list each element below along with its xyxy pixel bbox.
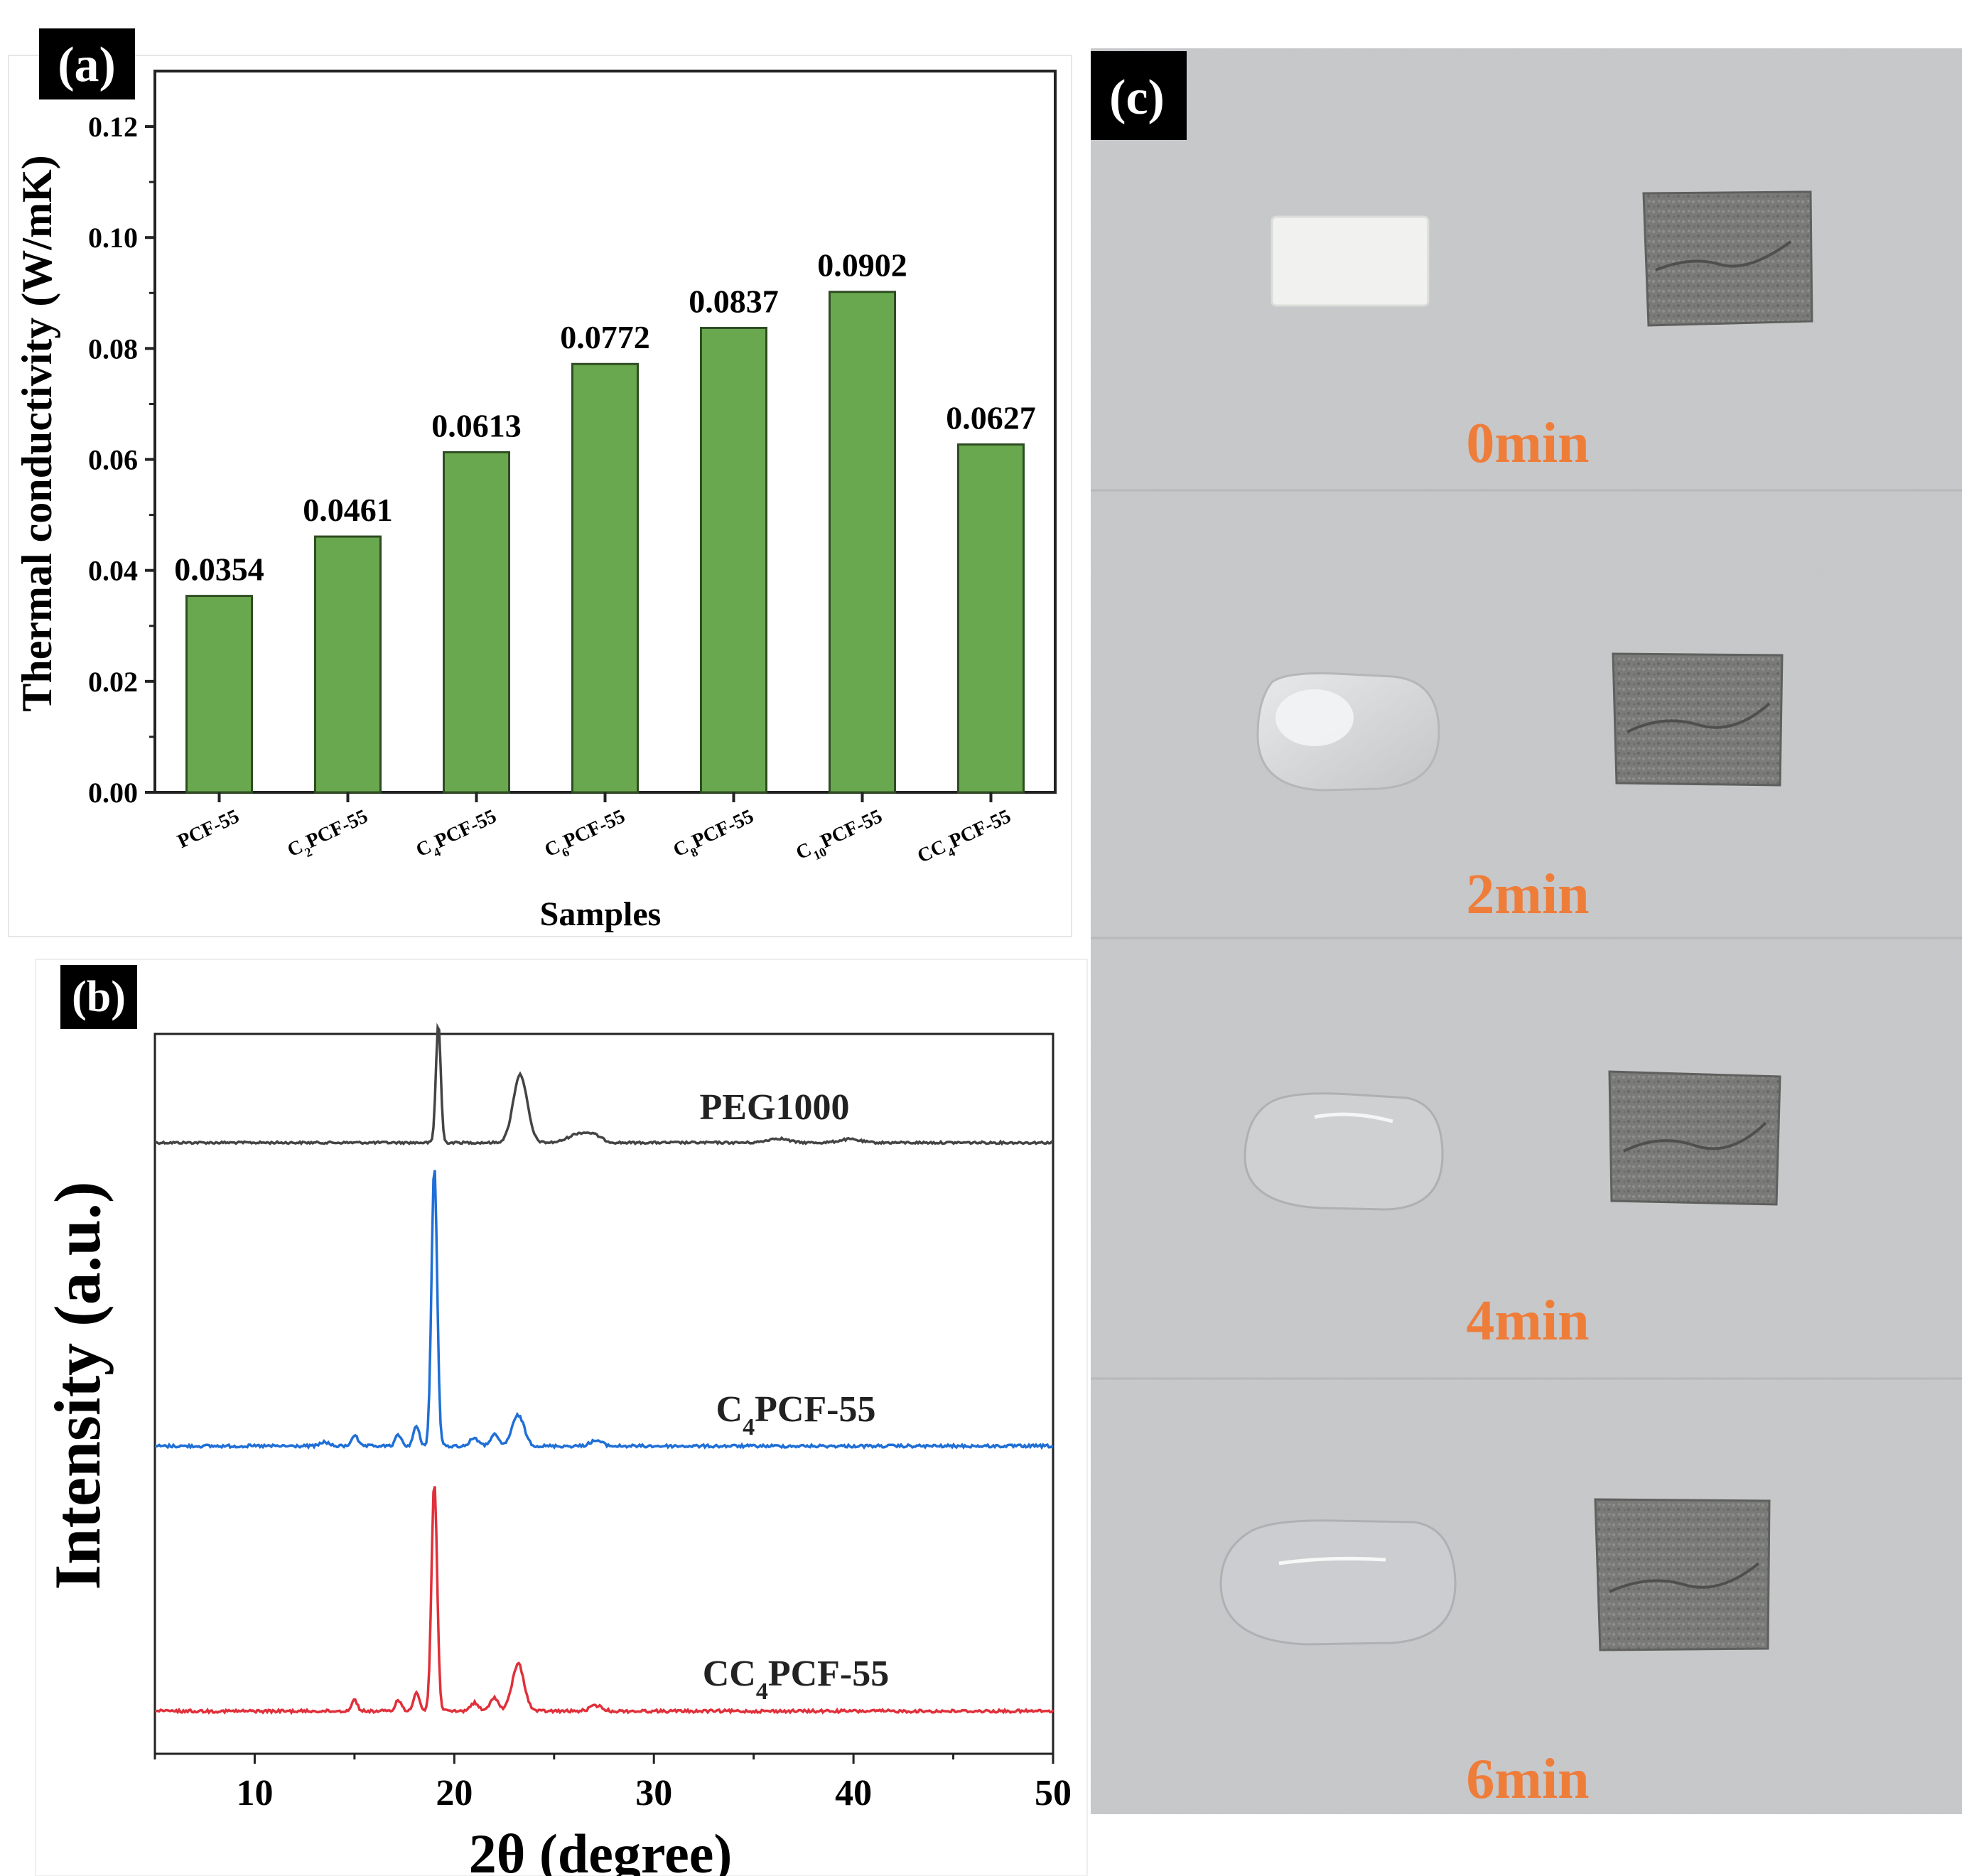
composite-crease-4min bbox=[1623, 1121, 1767, 1153]
xrd-series-line bbox=[154, 1486, 1054, 1715]
composite-sample-0min bbox=[1642, 190, 1813, 327]
panel-a-label-box bbox=[39, 28, 135, 99]
pcm-reflection-6min bbox=[1278, 1556, 1386, 1565]
x-tick-label: 20 bbox=[436, 1773, 473, 1813]
panel-b-label: (b) bbox=[72, 973, 126, 1021]
series-label: CC4PCF-55 bbox=[703, 1654, 890, 1705]
bar bbox=[700, 326, 767, 794]
panel-b-series-labels: PEG1000 C4PCF-55 CC4PCF-55 bbox=[700, 1087, 890, 1705]
composite-sample-2min bbox=[1612, 652, 1784, 787]
y-tick-label: 0.00 bbox=[88, 777, 138, 809]
composite-crease-6min bbox=[1609, 1562, 1760, 1593]
panel-b-label-box bbox=[60, 965, 137, 1029]
panel-a-y-ticks: 0.00 0.02 0.04 0.06 0.08 0.10 0.12 bbox=[88, 111, 155, 809]
x-tick-label: 30 bbox=[635, 1773, 672, 1813]
solid-pcm-sample-0min bbox=[1271, 215, 1430, 307]
y-tick-label: 0.04 bbox=[88, 555, 138, 587]
composite-sample-4min bbox=[1608, 1070, 1781, 1206]
y-tick-label: 0.10 bbox=[88, 222, 138, 254]
panel-a-label: (a) bbox=[58, 38, 116, 92]
bar-data-label: 0.0902 bbox=[817, 247, 907, 284]
panel-c-label-box bbox=[1091, 51, 1187, 140]
y-tick-label: 0.12 bbox=[88, 111, 138, 143]
bar-data-label: 0.0461 bbox=[303, 492, 393, 528]
bar-data-label: 0.0772 bbox=[560, 319, 650, 355]
bar bbox=[957, 443, 1025, 794]
panel-a-bars bbox=[185, 291, 1025, 794]
bar bbox=[829, 291, 896, 794]
panel-b-plot-frame bbox=[153, 1033, 1054, 1755]
panel-b-series bbox=[154, 1023, 1054, 1715]
panel-b-x-ticks: 10 20 30 40 50 bbox=[153, 1754, 1072, 1813]
composite-sample-6min bbox=[1594, 1498, 1771, 1651]
x-tick-label: 50 bbox=[1035, 1773, 1072, 1813]
time-label-6min: 6min bbox=[1466, 1748, 1589, 1811]
xrd-series-line bbox=[154, 1170, 1054, 1450]
time-label-0min: 0min bbox=[1466, 412, 1589, 475]
series-label: C4PCF-55 bbox=[716, 1389, 876, 1440]
y-tick-label: 0.06 bbox=[88, 444, 138, 476]
liquid-pcm-sample-4min bbox=[1244, 1092, 1444, 1211]
time-label-2min: 2min bbox=[1466, 863, 1589, 926]
panel-b-axes bbox=[153, 1033, 1054, 1755]
y-tick-label: 0.08 bbox=[88, 333, 138, 365]
bar-data-label: 0.0627 bbox=[946, 399, 1036, 436]
panel-a-bar-chart: (a) 0.0354 0.0461 0.0613 0.0772 0.0837 0.0902… bbox=[8, 28, 1072, 937]
pcm-highlight-2min bbox=[1275, 689, 1354, 746]
panel-b-x-axis-label: 2θ (degree) bbox=[469, 1823, 733, 1876]
bar-data-label: 0.0354 bbox=[174, 551, 264, 588]
x-tick-label: 10 bbox=[236, 1773, 273, 1813]
panel-c-texture bbox=[1091, 48, 1962, 1814]
panel-a-data-labels: 0.0354 0.0461 0.0613 0.0772 0.0837 0.0902 0.06… bbox=[174, 247, 1036, 588]
bar bbox=[185, 595, 253, 794]
series-label: PEG1000 bbox=[700, 1087, 850, 1128]
panel-b-frame bbox=[35, 959, 1088, 1876]
bar-data-label: 0.0837 bbox=[689, 283, 779, 319]
panel-b-y-axis-label: Intensity (a.u.) bbox=[41, 1181, 114, 1590]
time-label-4min: 4min bbox=[1466, 1290, 1589, 1352]
xrd-series-line bbox=[154, 1023, 1054, 1146]
liquid-pcm-sample-6min bbox=[1219, 1519, 1457, 1646]
panel-a-x-axis-label: Samples bbox=[540, 895, 662, 933]
x-tick-label: 40 bbox=[835, 1773, 872, 1813]
panel-a-y-axis-label: Thermal conductivity (W/mK) bbox=[14, 155, 60, 711]
pcm-reflection-4min bbox=[1314, 1112, 1393, 1123]
y-tick-label: 0.02 bbox=[88, 666, 138, 698]
composite-crease-2min bbox=[1627, 702, 1771, 733]
composite-crease-0min bbox=[1655, 240, 1792, 271]
bar-data-label: 0.0613 bbox=[431, 407, 522, 443]
panel-c-label: (c) bbox=[1109, 70, 1165, 125]
